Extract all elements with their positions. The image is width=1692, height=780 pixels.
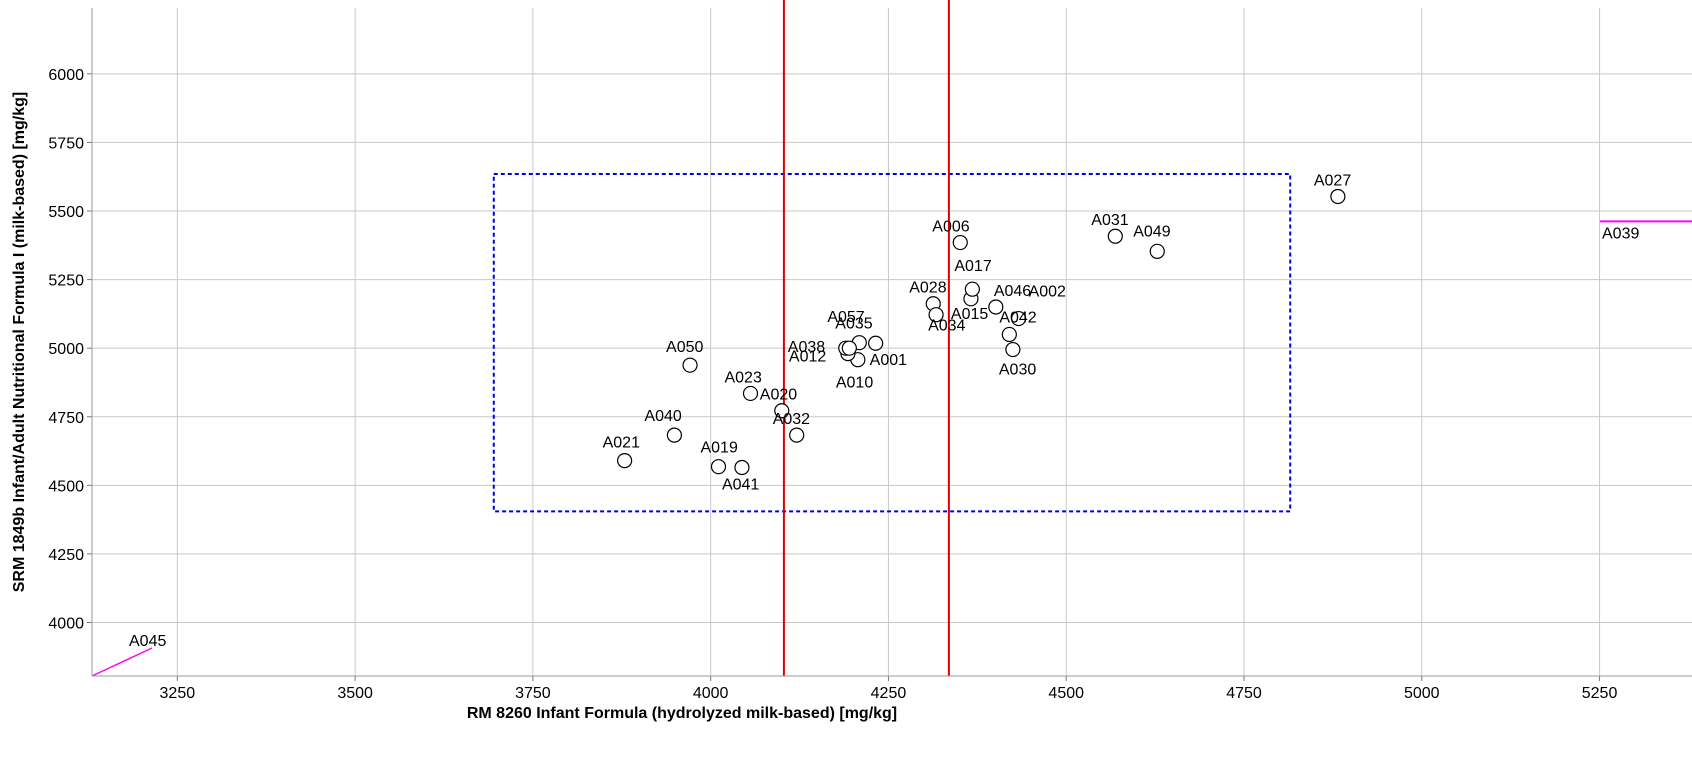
point-label: A027 [1314, 172, 1351, 189]
y-tick-label: 4750 [48, 410, 84, 427]
point-label: A049 [1133, 223, 1170, 240]
point-label: A006 [932, 219, 969, 236]
point-label: A002 [1029, 284, 1066, 301]
x-tick-label: 4500 [1048, 685, 1084, 702]
point-label: A017 [954, 258, 991, 275]
x-tick-label: 4000 [693, 685, 729, 702]
data-point [734, 459, 750, 476]
x-tick-label: 4250 [871, 685, 907, 702]
data-point [789, 427, 805, 443]
grid-lines [92, 8, 1692, 676]
data-point [1010, 310, 1027, 327]
offscale-markers: A039 A045 [91, 220, 1692, 677]
y-tick-label: 5250 [48, 273, 84, 290]
data-point [964, 281, 980, 297]
x-tick-label: 4750 [1226, 685, 1262, 702]
y-tick-label: 4250 [48, 547, 84, 564]
y-axis-label: SRM 1849b Infant/Adult Nutritional Formu… [11, 92, 28, 592]
point-label: A038 [788, 339, 825, 356]
point-label: A023 [724, 369, 761, 386]
x-axis-label: RM 8260 Infant Formula (hydrolyzed milk-… [467, 705, 897, 722]
axis-ticks: 3250 3500 3750 4000 4250 4500 4750 5000 5250 4000… [48, 67, 1617, 702]
data-point [774, 403, 790, 419]
point-label: A034 [928, 318, 965, 335]
y-tick-label: 5500 [48, 204, 84, 221]
data-point [682, 357, 698, 373]
point-label: A057 [827, 309, 864, 326]
data-point [952, 234, 968, 251]
point-label: A041 [722, 477, 759, 494]
data-point [868, 335, 884, 351]
data-point [841, 340, 857, 356]
point-label: A031 [1091, 212, 1128, 229]
data-point [1005, 341, 1021, 358]
x-tick-label: 5000 [1404, 685, 1440, 702]
point-label: A030 [999, 362, 1036, 379]
x-tick-label: 3250 [160, 685, 196, 702]
point-label: A010 [836, 375, 873, 392]
offscale-label: A039 [1602, 225, 1639, 242]
y-tick-label: 4000 [48, 616, 84, 633]
data-point [1149, 243, 1165, 259]
point-label: A032 [773, 411, 810, 428]
point-label: A035 [835, 316, 872, 333]
data-point [1107, 228, 1123, 244]
point-label: A042 [999, 309, 1036, 326]
x-tick-label: 5250 [1582, 685, 1618, 702]
point-label: A028 [909, 280, 946, 297]
y-tick-label: 5000 [48, 341, 84, 358]
data-point [710, 459, 727, 475]
offscale-label: A045 [129, 633, 166, 650]
data-point [666, 427, 683, 443]
point-label: A046 [994, 283, 1031, 300]
point-label: A015 [951, 306, 988, 323]
data-point [1001, 326, 1017, 343]
point-label: A020 [760, 387, 797, 404]
data-point [928, 307, 944, 323]
data-points: A001 A002 A006 A010 A012 A015 A017 A019 A020 A021… [603, 172, 1352, 493]
data-point [1330, 188, 1346, 205]
x-tick-label: 3500 [337, 685, 373, 702]
point-label: A040 [644, 408, 681, 425]
data-point [988, 299, 1004, 315]
y-tick-label: 4500 [48, 478, 84, 495]
y-tick-label: 5750 [48, 135, 84, 152]
point-label: A021 [603, 435, 640, 452]
offscale-arrow [91, 647, 153, 677]
data-point [742, 385, 759, 402]
data-point [617, 453, 633, 469]
consensus-lines [782, 0, 950, 676]
point-label: A019 [700, 440, 737, 457]
y-tick-label: 6000 [48, 67, 84, 84]
point-label: A001 [870, 352, 907, 369]
x-tick-label: 3750 [515, 685, 551, 702]
point-label: A050 [666, 339, 703, 356]
point-label: A012 [789, 349, 826, 366]
